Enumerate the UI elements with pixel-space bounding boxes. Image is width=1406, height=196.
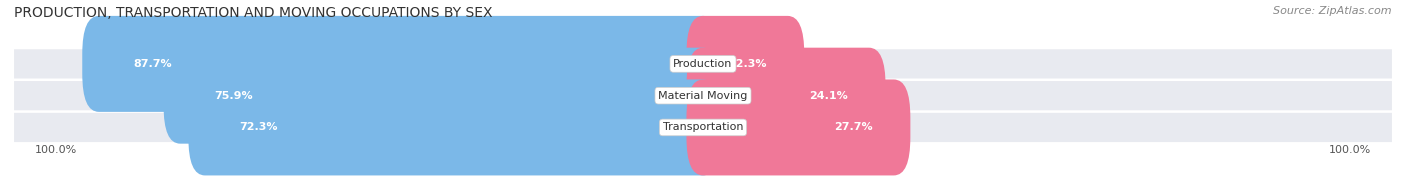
FancyBboxPatch shape xyxy=(686,79,910,175)
Text: 12.3%: 12.3% xyxy=(728,59,768,69)
Text: Material Moving: Material Moving xyxy=(658,91,748,101)
Text: 75.9%: 75.9% xyxy=(215,91,253,101)
Legend: Male, Female: Male, Female xyxy=(645,193,761,196)
FancyBboxPatch shape xyxy=(188,79,720,175)
Text: 87.7%: 87.7% xyxy=(134,59,172,69)
Text: Source: ZipAtlas.com: Source: ZipAtlas.com xyxy=(1274,6,1392,16)
FancyBboxPatch shape xyxy=(14,81,1392,110)
Text: Production: Production xyxy=(673,59,733,69)
Text: 100.0%: 100.0% xyxy=(1329,145,1371,155)
FancyBboxPatch shape xyxy=(14,49,1392,79)
FancyBboxPatch shape xyxy=(83,16,720,112)
FancyBboxPatch shape xyxy=(686,16,804,112)
Text: 100.0%: 100.0% xyxy=(35,145,77,155)
FancyBboxPatch shape xyxy=(14,113,1392,142)
FancyBboxPatch shape xyxy=(163,48,720,144)
Text: 24.1%: 24.1% xyxy=(810,91,848,101)
Text: 72.3%: 72.3% xyxy=(239,122,278,132)
FancyBboxPatch shape xyxy=(686,48,886,144)
Text: Transportation: Transportation xyxy=(662,122,744,132)
Text: 27.7%: 27.7% xyxy=(835,122,873,132)
Text: PRODUCTION, TRANSPORTATION AND MOVING OCCUPATIONS BY SEX: PRODUCTION, TRANSPORTATION AND MOVING OC… xyxy=(14,6,492,20)
